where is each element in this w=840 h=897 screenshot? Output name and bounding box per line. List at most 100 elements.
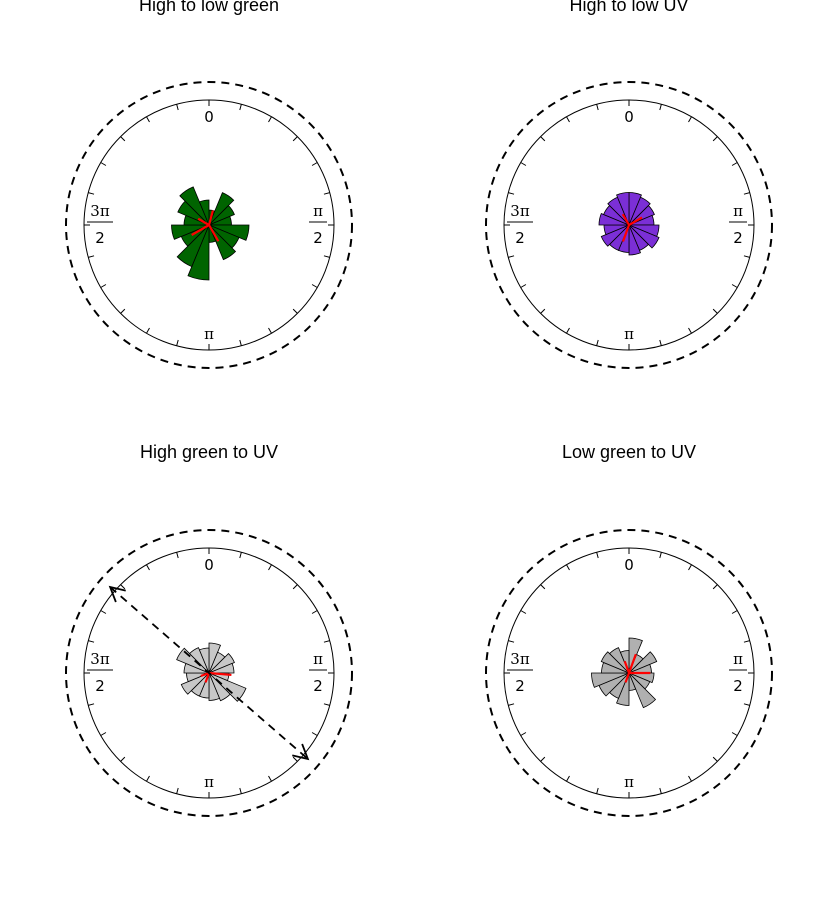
axis-label-three-half-pi: 3π 2 xyxy=(87,202,113,247)
axis-label-pi: π xyxy=(624,325,634,343)
mean-vector xyxy=(208,671,232,677)
mean-vector xyxy=(624,672,631,683)
rose-bar xyxy=(616,192,630,226)
tick-mark xyxy=(323,255,330,258)
mean-vector xyxy=(207,210,214,226)
rose-bars xyxy=(598,192,660,256)
mean-vector xyxy=(191,224,210,236)
tick-marks xyxy=(84,548,334,798)
tick-mark xyxy=(659,104,662,111)
tick-mark xyxy=(566,775,570,782)
rose-bar xyxy=(208,652,235,674)
axis-label-half-pi-numerator: π xyxy=(313,650,323,668)
rose-bar xyxy=(180,672,210,695)
axis-label-half-pi: π 2 xyxy=(309,650,327,695)
tick-mark xyxy=(596,787,599,794)
tick-mark xyxy=(120,136,126,142)
rose-bar xyxy=(208,662,235,674)
axis-label-zero: 0 xyxy=(624,556,634,574)
tick-mark xyxy=(688,327,692,334)
tick-mark xyxy=(268,564,272,571)
mean-vectors xyxy=(191,210,220,242)
tick-mark xyxy=(176,104,179,111)
rose-bar xyxy=(208,672,231,702)
axis-label-half-pi-numerator: π xyxy=(733,202,743,220)
axis-label-pi: π xyxy=(204,325,214,343)
tick-mark xyxy=(120,584,126,590)
panel-title: High green to UV xyxy=(140,442,278,462)
tick-mark xyxy=(712,756,718,762)
axis-label-three-half-pi-numerator: 3π xyxy=(90,202,110,220)
tick-mark xyxy=(520,732,527,736)
rose-bars xyxy=(171,186,250,281)
mean-vector xyxy=(627,653,637,674)
mean-vector xyxy=(204,672,211,683)
tick-mark xyxy=(323,192,330,195)
tick-mark xyxy=(743,640,750,643)
rose-bar xyxy=(600,224,630,247)
tick-mark xyxy=(520,610,527,614)
tick-mark xyxy=(268,775,272,782)
tick-mark xyxy=(566,116,570,123)
mean-vectors xyxy=(621,213,643,242)
mean-vector xyxy=(200,671,210,678)
tick-mark xyxy=(311,732,318,736)
tick-mark xyxy=(100,284,107,288)
arrow-shaft xyxy=(109,586,309,760)
tick-mark xyxy=(540,136,546,142)
tick-mark xyxy=(659,787,662,794)
axis-label-three-half-pi-numerator: 3π xyxy=(510,202,530,220)
tick-mark xyxy=(239,787,242,794)
rose-bar xyxy=(188,647,210,674)
tick-mark xyxy=(239,339,242,346)
tick-mark xyxy=(508,640,515,643)
tick-mark xyxy=(176,552,179,559)
rose-bar xyxy=(208,224,237,261)
panel-title: High to low UV xyxy=(569,0,688,15)
axis-label-pi: π xyxy=(624,773,634,791)
tick-mark xyxy=(268,116,272,123)
tick-mark xyxy=(712,308,718,314)
rose-bar xyxy=(608,647,630,674)
panel-high-to-low-uv: High to low UV 0 π π 2 3π 2 xyxy=(485,0,773,369)
axis-label-half-pi: π 2 xyxy=(309,202,327,247)
tick-mark xyxy=(508,703,515,706)
tick-marks xyxy=(504,548,754,798)
rose-bar xyxy=(187,224,210,281)
tick-mark xyxy=(712,584,718,590)
rose-bar xyxy=(198,199,210,226)
tick-mark xyxy=(743,255,750,258)
rose-bar xyxy=(628,224,660,249)
axis-label-three-half-pi-denominator: 2 xyxy=(515,229,525,247)
axis-label-three-half-pi-denominator: 2 xyxy=(95,229,105,247)
outer-dashed-circle xyxy=(65,529,353,817)
rose-bar xyxy=(208,204,235,226)
rose-bar xyxy=(179,186,210,226)
tick-mark xyxy=(596,339,599,346)
rose-bars xyxy=(176,642,247,702)
tick-mark xyxy=(688,116,692,123)
rose-bar xyxy=(171,224,210,240)
mean-vector xyxy=(623,660,631,674)
tick-mark xyxy=(100,610,107,614)
tick-mark xyxy=(239,104,242,111)
arrow-head xyxy=(108,585,126,603)
tick-mark xyxy=(120,756,126,762)
tick-mark xyxy=(659,339,662,346)
tick-mark xyxy=(540,584,546,590)
panel-title: Low green to UV xyxy=(562,442,696,462)
rose-bar xyxy=(628,672,657,709)
tick-mark xyxy=(176,787,179,794)
tick-mark xyxy=(731,610,738,614)
tick-mark xyxy=(88,703,95,706)
outer-dashed-circle xyxy=(65,81,353,369)
axis-label-pi: π xyxy=(204,773,214,791)
axis-label-three-half-pi-denominator: 2 xyxy=(515,677,525,695)
mean-vector xyxy=(197,217,210,226)
axis-label-half-pi-denominator: 2 xyxy=(733,677,743,695)
tick-mark xyxy=(120,308,126,314)
tick-mark xyxy=(508,255,515,258)
tick-mark xyxy=(731,162,738,166)
axis-label-half-pi: π 2 xyxy=(729,650,747,695)
